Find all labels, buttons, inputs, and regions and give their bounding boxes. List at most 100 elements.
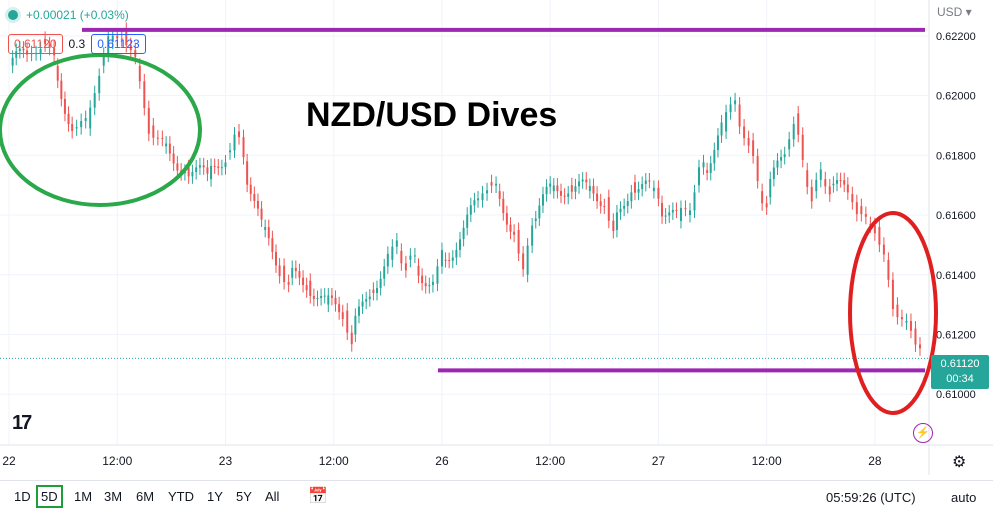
candle-body [455,249,458,258]
candle-body [320,295,323,299]
candle-body [538,205,541,219]
candle-body [220,167,223,169]
tradingview-logo-icon[interactable]: 17 [12,412,32,434]
candle-body [783,154,786,158]
candle-body [143,81,146,109]
candle-body [120,38,123,40]
candle-body [713,150,716,164]
candle-body [776,160,779,168]
candle-body [462,227,465,239]
candle-body [661,203,664,217]
candle-body [855,202,858,215]
calendar-icon[interactable]: 📅 [308,488,328,505]
candle-body [466,214,469,228]
candle-body [330,295,333,298]
candle-body [810,186,813,202]
candle-body [702,162,705,168]
candle-body [780,157,783,161]
candle-body [843,180,846,185]
spread-value: 0.3 [68,37,86,51]
candle-body [18,48,21,52]
candle-body [431,281,434,286]
x-tick-label-1: 12:00 [102,454,132,468]
candle-body [346,310,349,333]
utc-clock[interactable]: 05:59:26 (UTC) [826,490,916,505]
red-circle-annotation [848,211,938,415]
candle-body [168,143,171,154]
candle-body [824,179,827,187]
candle-body [509,224,512,232]
candle-body [851,194,854,203]
buy-button[interactable]: 0.61123 [91,34,146,54]
candle-body [596,193,599,202]
candle-body [725,112,728,132]
range-1y-button[interactable]: 1Y [207,489,223,504]
candle-body [274,251,277,266]
candle-body [657,187,660,199]
green-circle-annotation [0,53,202,207]
range-1m-button[interactable]: 1M [74,489,93,504]
lightning-icon[interactable]: ⚡ [913,423,933,443]
range-5y-button[interactable]: 5Y [236,489,252,504]
candle-body [26,50,29,55]
candle-body [477,198,480,201]
candle-body [769,178,772,198]
y-tick-label-0: 0.62200 [936,31,976,43]
candle-body [44,38,47,45]
candle-body [417,265,420,276]
candle-body [210,165,213,180]
change-readout: +0.00021 (+0.03%) [8,8,129,22]
candle-body [832,183,835,186]
candle-body [224,162,227,168]
auto-scale-button[interactable]: auto [951,490,977,505]
candle-body [98,75,101,94]
candle-body [138,65,141,82]
gear-icon[interactable]: ⚙ [952,454,967,471]
candle-body [386,253,389,267]
candle-body [607,197,610,221]
candle-body [63,98,66,114]
y-tick-label-3: 0.61600 [936,210,976,222]
x-tick-label-3: 12:00 [319,454,349,468]
sell-button[interactable]: 0.61120 [8,34,63,54]
candle-body [761,191,764,204]
candle-body [626,201,629,206]
range-all-button[interactable]: All [265,489,280,504]
candle-body [860,206,863,215]
candle-body [792,123,795,140]
candle-body [836,180,839,184]
y-tick-label-6: 0.61000 [936,389,976,401]
candle-body [756,156,759,182]
candle-body [187,167,190,177]
range-6m-button[interactable]: 6M [136,489,155,504]
candle-body [428,285,431,287]
candle-body [891,279,894,310]
candle-body [372,289,375,293]
candle-body [693,192,696,211]
candle-body [334,297,337,305]
candle-body [341,312,344,320]
candle-body [873,225,876,234]
candle-body [581,179,584,182]
range-1d-button[interactable]: 1D [14,489,31,504]
currency-selector[interactable]: USD ▾ [937,5,972,19]
candle-body [125,29,128,46]
candle-body [395,240,398,247]
candle-body [698,167,701,186]
candle-body [815,179,818,192]
candle-body [716,135,719,151]
candle-body [490,182,493,186]
candle-body [89,107,92,129]
candle-body [354,315,357,335]
candle-body [176,163,179,171]
range-5d-button[interactable]: 5D [36,485,63,508]
candle-body [900,317,903,320]
candle-body [298,271,301,278]
candle-body [481,193,484,201]
candle-body [102,54,105,66]
range-3m-button[interactable]: 3M [104,489,123,504]
candle-body [505,213,508,225]
range-ytd-button[interactable]: YTD [168,489,194,504]
bottom-toolbar: 1D 5D 1M 3M 6M YTD 1Y 5Y All 📅 05:59:26 … [0,480,993,514]
